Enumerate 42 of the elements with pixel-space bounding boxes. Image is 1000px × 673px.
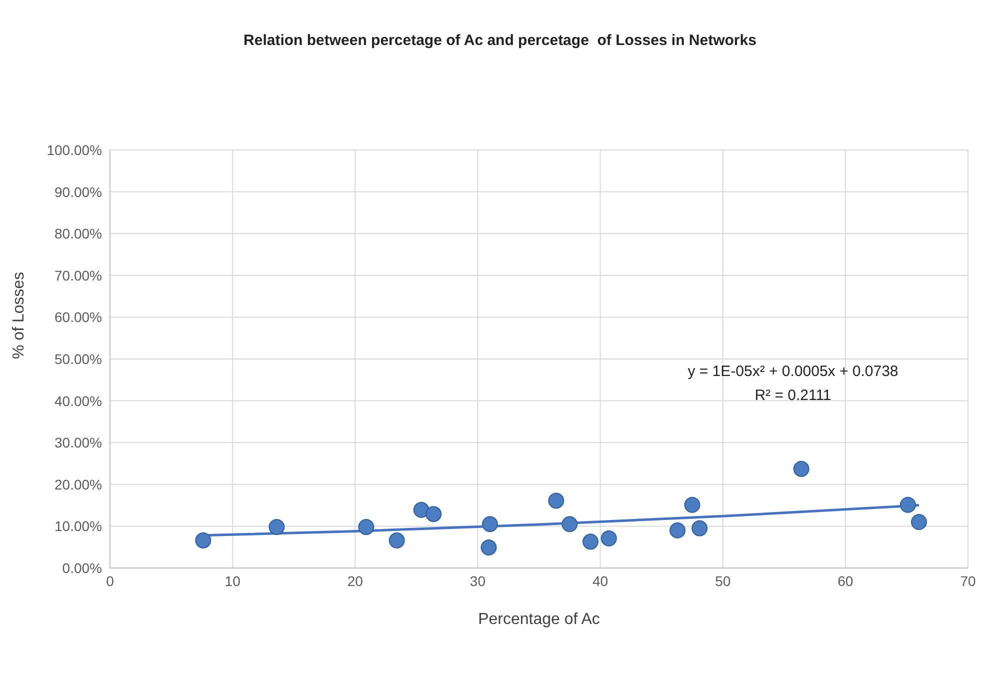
y-tick-label: 90.00% <box>54 184 102 200</box>
y-tick-label: 50.00% <box>54 350 102 367</box>
point <box>426 506 442 522</box>
y-tick-label: 10.00% <box>54 518 102 534</box>
point <box>388 532 405 548</box>
y-tick-label: 80.00% <box>54 226 102 242</box>
y-tick-label: 70.00% <box>54 267 102 284</box>
point <box>413 502 430 518</box>
chart-title: Relation between percetage of Ac and percetage of Losses in Networks <box>242 32 758 49</box>
x-tick-label: 50 <box>715 572 731 589</box>
x-axis-title: Percentage of Ac <box>478 611 600 628</box>
y-tick-label: 0.00% <box>62 560 102 576</box>
x-tick-label: 20 <box>347 572 364 589</box>
y-tick-label: 30.00% <box>54 434 102 451</box>
y-tick-label: 20.00% <box>54 476 102 492</box>
y-tick-label: 60.00% <box>54 309 102 326</box>
y-axis-title: % of Losses <box>10 272 28 359</box>
point <box>482 516 498 532</box>
annotation: R² = 0.2111 <box>754 386 832 406</box>
point <box>793 460 810 477</box>
x-tick-label: 30 <box>470 572 486 589</box>
annotation: y = 1E-05x² + 0.0005x + 0.0738 <box>686 362 900 382</box>
x-tick-label: 70 <box>960 572 976 589</box>
point <box>358 519 374 536</box>
point <box>900 496 916 513</box>
point <box>670 522 686 538</box>
y-tick-label: 100.00% <box>46 142 102 158</box>
point <box>684 496 700 513</box>
x-tick-label: 40 <box>592 572 608 589</box>
x-tick-label: 60 <box>838 572 854 589</box>
x-tick-label: 0 <box>106 572 114 589</box>
point <box>195 532 212 548</box>
point <box>562 516 578 532</box>
point <box>548 492 564 509</box>
point <box>268 519 285 536</box>
point <box>582 534 598 550</box>
point <box>692 520 708 536</box>
point <box>480 540 497 556</box>
x-tick-label: 10 <box>224 572 241 589</box>
point <box>600 530 617 546</box>
y-tick-label: 40.00% <box>54 392 102 409</box>
point <box>910 514 927 530</box>
